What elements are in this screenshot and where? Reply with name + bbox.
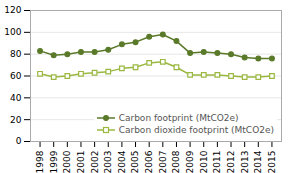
svg-text:2013: 2013 — [240, 151, 250, 173]
svg-text:120: 120 — [4, 5, 21, 15]
svg-text:2004: 2004 — [117, 150, 127, 173]
svg-text:60: 60 — [10, 71, 22, 81]
svg-text:2011: 2011 — [212, 151, 222, 173]
svg-text:1999: 1999 — [49, 150, 59, 173]
svg-text:40: 40 — [10, 93, 22, 103]
svg-text:0: 0 — [16, 136, 22, 146]
svg-text:2012: 2012 — [226, 151, 236, 173]
svg-text:2002: 2002 — [89, 151, 99, 173]
svg-text:2014: 2014 — [253, 150, 263, 173]
svg-text:2009: 2009 — [185, 150, 195, 173]
svg-text:2015: 2015 — [267, 151, 277, 173]
svg-text:2000: 2000 — [62, 150, 72, 173]
svg-text:2007: 2007 — [158, 151, 168, 173]
svg-text:80: 80 — [10, 49, 22, 59]
html-text:Carbon footprint (MtCO2e): Carbon footprint (MtCO2e) — [118, 113, 239, 123]
svg-text:2006: 2006 — [144, 150, 154, 173]
html-text:Carbon dioxide footprint (MtCO: Carbon dioxide footprint (MtCO2e) — [118, 125, 274, 135]
svg-text:2001: 2001 — [76, 151, 86, 173]
svg-text:100: 100 — [4, 27, 21, 37]
svg-text:2008: 2008 — [171, 150, 181, 173]
svg-text:1998: 1998 — [35, 150, 45, 173]
svg-text:2005: 2005 — [130, 151, 140, 173]
svg-text:2010: 2010 — [199, 150, 209, 173]
svg-text:2003: 2003 — [103, 151, 113, 173]
svg-text:20: 20 — [10, 115, 22, 125]
